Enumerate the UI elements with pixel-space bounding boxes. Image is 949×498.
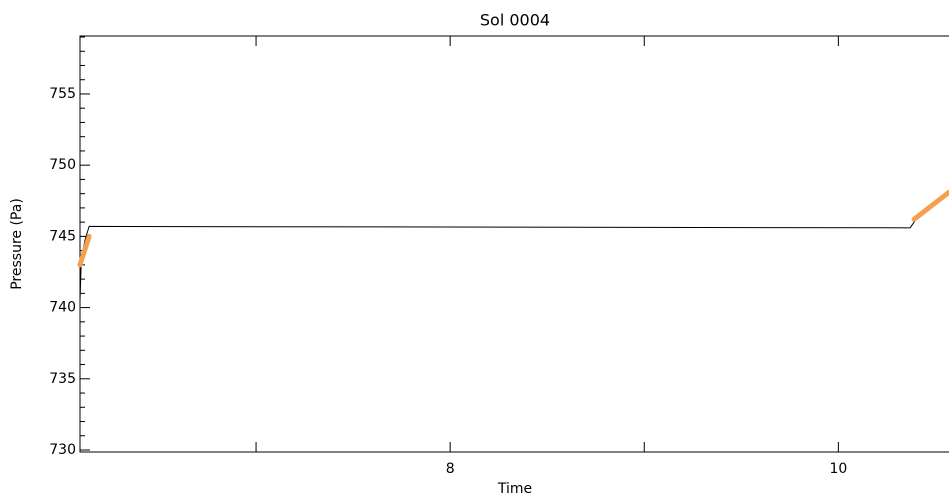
line-series (77, 189, 949, 268)
y-tick-label: 730 (49, 442, 76, 458)
y-tick-label: 750 (49, 157, 76, 173)
x-tick-label: 10 (829, 461, 847, 477)
y-axis-label: Pressure (Pa) (9, 198, 25, 290)
chart-title: Sol 0004 (480, 11, 550, 30)
line-series (79, 193, 949, 301)
plot-frame (79, 35, 949, 453)
y-tick-label: 740 (49, 300, 76, 316)
y-tick-label: 735 (49, 371, 76, 387)
y-tick-label: 755 (49, 86, 76, 102)
x-tick-label: 8 (446, 461, 455, 477)
x-axis-label: Time (497, 481, 532, 497)
y-tick-label: 745 (49, 228, 76, 244)
